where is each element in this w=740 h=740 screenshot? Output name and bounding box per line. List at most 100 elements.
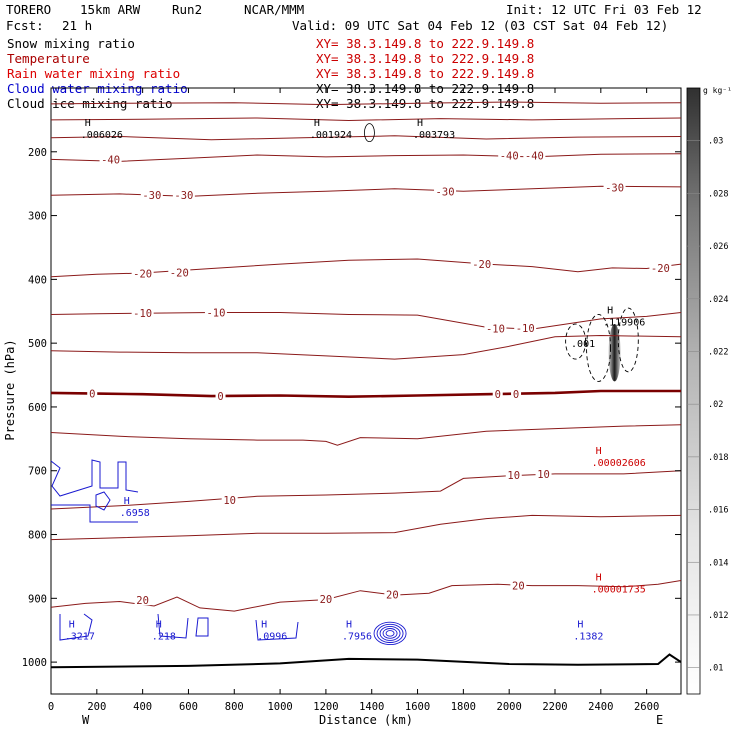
isotherm-label-16: 0 bbox=[217, 391, 223, 403]
extremum-value-3: .119906 bbox=[603, 317, 645, 328]
isotherm-label-bg-16 bbox=[215, 390, 226, 402]
extremum-mark-2: H bbox=[417, 118, 423, 129]
isotherm-label-bg-4 bbox=[172, 189, 195, 201]
hydrometeor-contours bbox=[50, 123, 639, 646]
isotherm-label-2: -40 bbox=[525, 151, 544, 163]
isotherm-label-bg-23 bbox=[317, 592, 334, 604]
isotherm-label-bg-9 bbox=[470, 258, 493, 270]
cloud-water-max-ring-3 bbox=[376, 623, 404, 643]
legend-name-1: Temperature bbox=[7, 51, 90, 66]
extremum-mark-7: H bbox=[124, 496, 130, 507]
isotherm-label-bg-5 bbox=[434, 185, 457, 197]
colorbar-tick-label-7: .024 bbox=[708, 295, 728, 305]
x-tick-label-1400: 1400 bbox=[359, 701, 384, 713]
cloud-water-max-ring-0 bbox=[385, 630, 395, 637]
cloud-water-contour-0 bbox=[50, 459, 139, 497]
init-time: Init: 12 UTC Fri 03 Feb 12 bbox=[506, 2, 702, 17]
y-axis-label: Pressure (hPa) bbox=[3, 339, 17, 440]
fcst-label: Fcst: bbox=[6, 18, 44, 33]
legend-xy-0: XY= 38.3.149.8 to 222.9.149.8 bbox=[316, 36, 534, 51]
x-tick-label-2400: 2400 bbox=[588, 701, 613, 713]
terrain-line bbox=[50, 653, 682, 669]
extremum-mark-0: H bbox=[85, 118, 91, 129]
x-axis-left-end: W bbox=[82, 713, 90, 727]
isotherm-label-23: 20 bbox=[320, 594, 333, 606]
isotherm-label-25: 20 bbox=[512, 581, 525, 593]
x-tick-label-800: 800 bbox=[225, 701, 244, 713]
cloud-ice-contour-0 bbox=[565, 323, 587, 360]
isotherm-label-9: -20 bbox=[472, 259, 491, 271]
isotherm-label-bg-10 bbox=[649, 261, 672, 273]
plot-area: -40 -40 -40-30 -30 -30 -30-20 -20-20 -20-10 -10-… bbox=[22, 87, 682, 713]
isotherm--60 bbox=[50, 117, 682, 122]
y-tick-label-600: 600 bbox=[28, 402, 47, 414]
x-axis-right-end: E bbox=[656, 713, 663, 727]
colorbar: g kg⁻¹ .01 .012 .014 .016 .018 .02 .022 .024 .02… bbox=[686, 86, 732, 695]
colorbar-tick-label-9: .028 bbox=[708, 189, 728, 199]
isotherm-5 bbox=[50, 424, 682, 446]
colorbar-tick-label-8: .026 bbox=[708, 242, 728, 252]
y-tick-label-400: 400 bbox=[28, 274, 47, 286]
isotherm-label-24: 20 bbox=[386, 589, 399, 601]
x-tick-label-1800: 1800 bbox=[451, 701, 476, 713]
x-tick-label-1600: 1600 bbox=[405, 701, 430, 713]
isotherm-label-7: -20 bbox=[133, 269, 152, 281]
isotherm-label-bg-1 bbox=[498, 149, 521, 161]
extremum-mark-1: H bbox=[314, 118, 320, 129]
extremum-mark-5: H bbox=[596, 446, 602, 457]
extremum-value-6: .00001735 bbox=[592, 585, 646, 596]
isotherm-label-bg-22 bbox=[134, 594, 151, 606]
extremum-mark-3: H bbox=[607, 305, 613, 316]
x-tick-label-0: 0 bbox=[48, 701, 54, 713]
cloud-water-max-ring-1 bbox=[382, 628, 398, 639]
extremum-value-2: .003793 bbox=[413, 130, 455, 141]
isotherm-label-bg-17 bbox=[492, 388, 503, 400]
isotherm-15 bbox=[50, 514, 682, 541]
y-tick-label-700: 700 bbox=[28, 466, 47, 478]
isotherm-label-bg-24 bbox=[384, 588, 401, 600]
isotherm-label-bg-2 bbox=[523, 149, 546, 161]
isotherm-label-bg-21 bbox=[535, 467, 552, 479]
cloud-water-max-ring-2 bbox=[379, 625, 401, 641]
extremum-value-4: .001 bbox=[571, 339, 595, 350]
terrain-surface bbox=[50, 653, 682, 669]
cloud-water-contour-5 bbox=[195, 617, 209, 637]
extremum-value-8: .3217 bbox=[65, 631, 95, 642]
isotherm-label-bg-25 bbox=[510, 579, 527, 591]
isotherm-label-3: -30 bbox=[142, 190, 161, 202]
isotherm-label-bg-20 bbox=[505, 469, 522, 481]
snow-maximum-core bbox=[608, 324, 621, 382]
y-tick-label-900: 900 bbox=[28, 593, 47, 605]
extremum-value-10: .0996 bbox=[257, 631, 287, 642]
fcst-value: 21 h bbox=[62, 18, 92, 33]
isotherm-label-8: -20 bbox=[170, 267, 189, 279]
cloud-water-contour-3 bbox=[59, 613, 93, 641]
isotherm-label-12: -10 bbox=[206, 308, 225, 320]
extremum-mark-10: H bbox=[261, 619, 267, 630]
colorbar-unit: g kg⁻¹ bbox=[703, 86, 732, 95]
x-tick-label-2000: 2000 bbox=[497, 701, 522, 713]
isotherm-label-bg-8 bbox=[168, 266, 191, 278]
isotherm-labels: -40 -40 -40-30 -30 -30 -30-20 -20-20 -20-10 -10-… bbox=[87, 149, 672, 607]
isotherm-label-bg-13 bbox=[484, 322, 507, 334]
isotherm-label-15: 0 bbox=[89, 389, 95, 401]
y-tick-label-1000: 1000 bbox=[22, 657, 47, 669]
extremum-mark-9: H bbox=[156, 619, 162, 630]
extremum-value-7: .6958 bbox=[120, 508, 150, 519]
snow-small-contour bbox=[364, 123, 375, 143]
isotherm-label-10: -20 bbox=[651, 263, 670, 275]
colorbar-tick-label-2: .014 bbox=[708, 558, 728, 568]
extremum-mark-11: H bbox=[346, 619, 352, 630]
y-tick-label-500: 500 bbox=[28, 338, 47, 350]
x-tick-label-200: 200 bbox=[87, 701, 106, 713]
cloud-water-contour-6 bbox=[255, 619, 299, 641]
isotherm-label-bg-3 bbox=[140, 189, 163, 201]
extrema-labels: H.006026H.001924H.003793H.119906.001H.00… bbox=[65, 118, 646, 642]
isotherm-label-bg-6 bbox=[603, 181, 626, 193]
isotherm-label-21: 10 bbox=[537, 469, 550, 481]
isotherm-label-18: 0 bbox=[513, 389, 519, 401]
isotherm-label-20: 10 bbox=[507, 470, 520, 482]
isotherm-label-1: -40 bbox=[500, 151, 519, 163]
extremum-value-1: .001924 bbox=[310, 130, 352, 141]
